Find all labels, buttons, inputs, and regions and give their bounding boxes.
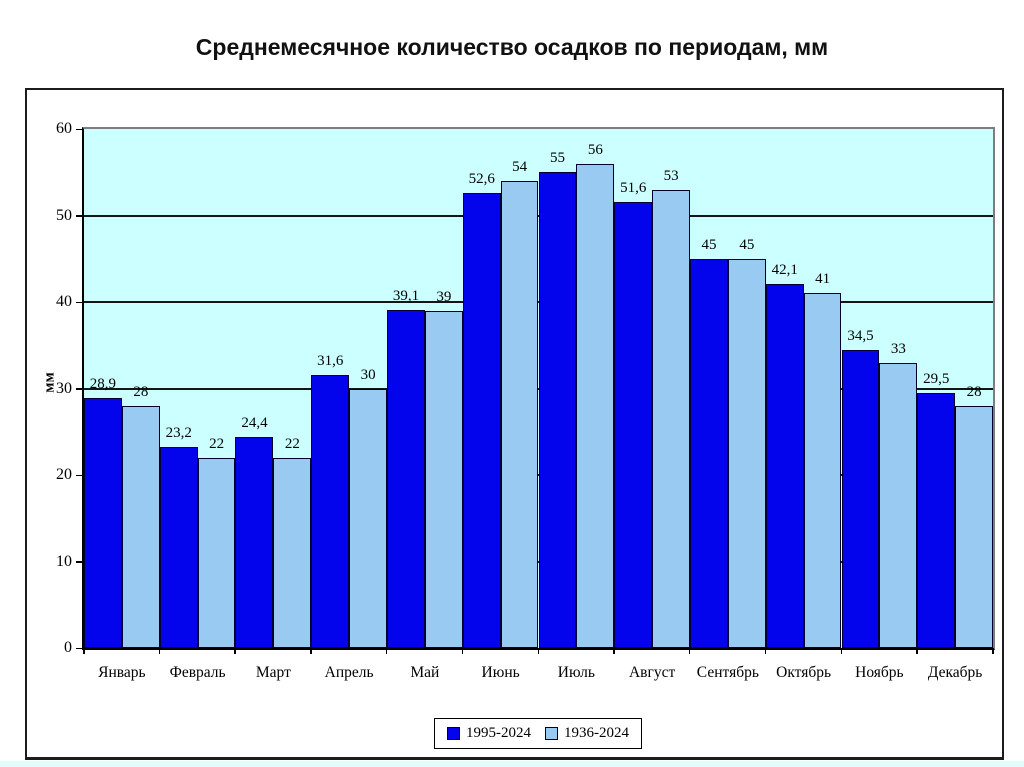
bar-1995-2024-Декабрь [917,392,956,648]
x-axis-tick-8 [688,648,691,654]
bar-label-1936-2024-Июль: 56 [587,141,603,158]
x-axis-tick-9 [764,648,767,654]
x-axis-tick-2 [234,648,236,654]
bar-1995-2024-Сентябрь [689,258,728,648]
y-axis-tick-label-0: 0 [64,639,72,656]
bar-1936-2024-Сентябрь [727,258,766,648]
bar-1936-2024-Февраль [197,457,236,648]
bar-label-1936-2024-Апрель: 30 [360,366,376,383]
bar-1936-2024-Апрель [349,388,387,648]
y-axis-tick-50 [76,215,84,217]
x-axis-label-Март: Март [255,664,291,681]
bar-label-1995-2024-Февраль: 23,2 [165,425,192,442]
x-axis-tick-11 [916,648,918,654]
x-axis-tick-10 [840,648,842,654]
legend-item-1995-2024: 1995-2024 [447,725,531,742]
bar-1936-2024-Август [652,189,690,648]
legend-label-1936-2024: 1936-2024 [564,725,629,741]
y-axis-tick-label-20: 20 [56,466,72,484]
bar-label-1995-2024-Май: 39,1 [392,287,420,304]
bar-label-1936-2024-Январь: 28 [133,383,149,400]
y-axis-tick-label-50: 50 [56,206,72,224]
bar-1995-2024-Январь [84,398,122,648]
bar-label-1995-2024-Декабрь: 29,5 [923,370,950,387]
bar-label-1936-2024-Март: 22 [284,435,300,452]
bar-1995-2024-Июнь [462,193,501,648]
y-axis-tick-label-10: 10 [56,552,72,570]
x-axis-label-Ноябрь: Ноябрь [855,664,904,681]
y-axis-tick-label-60: 60 [56,120,72,137]
x-axis-label-Декабрь: Декабрь [927,664,983,681]
y-axis-tick-label-40: 40 [56,293,72,311]
bar-label-1995-2024-Январь: 28,9 [89,376,117,393]
x-axis-label-Август: Август [628,664,676,681]
x-axis-label-Апрель: Апрель [324,664,374,681]
x-axis-tick-7 [613,648,615,654]
plot-area: 0 10 20 30 40 50 60 28,9 28 23,2 22 24,4 22 31,6 30 39,… [56,120,995,681]
x-axis-tick-12 [992,648,994,654]
bar-1995-2024-Май [386,309,425,648]
bottom-strip [0,761,1024,767]
x-axis-label-Июль: Июль [557,664,595,681]
x-axis-label-Июнь: Июнь [481,664,520,681]
x-axis-label-Май: Май [410,664,440,681]
bar-1936-2024-Март [273,457,312,648]
x-axis-label-Февраль: Февраль [169,664,226,681]
bar-label-1936-2024-Сентябрь: 45 [739,236,755,253]
legend-item-1936-2024: 1936-2024 [545,725,629,742]
bar-label-1995-2024-Сентябрь: 45 [701,236,717,253]
bar-1936-2024-Май [424,310,463,648]
bar-1995-2024-Март [235,436,274,648]
bar-1936-2024-Июль [576,163,615,648]
bar-label-1936-2024-Февраль: 22 [209,435,225,452]
bar-1995-2024-Июль [538,172,577,648]
chart-title: Среднемесячное количество осадков по пер… [195,34,829,60]
bar-1995-2024-Август [614,201,653,648]
bar-label-1995-2024-Апрель: 31,6 [317,352,344,369]
bar-1936-2024-Декабрь [955,405,993,648]
x-axis-tick-0 [83,648,85,654]
bar-1995-2024-Ноябрь [841,349,880,648]
bar-1995-2024-Апрель [311,374,350,648]
x-axis-label-Январь: Январь [98,664,146,681]
bar-1936-2024-Ноябрь [879,362,918,648]
bar-label-1936-2024-Декабрь: 28 [966,383,982,400]
bar-label-1936-2024-Ноябрь: 33 [890,340,906,357]
bar-label-1995-2024-Август: 51,6 [620,179,647,196]
legend-swatch-1936-2024 [545,727,558,740]
x-axis-tick-5 [461,648,464,654]
bar-1936-2024-Январь [121,405,160,648]
legend-label-1995-2024: 1995-2024 [466,725,531,741]
chart-frame: мм 0 10 20 30 40 50 60 28,9 28 23,2 22 24,4 22 31,6 30… [25,88,1004,760]
bar-label-1995-2024-Июль: 55 [549,150,565,167]
bar-label-1995-2024-Март: 24,4 [241,414,268,431]
x-axis-label-Октябрь: Октябрь [776,664,832,681]
x-axis-tick-3 [310,648,312,654]
bar-label-1936-2024-Май: 39 [436,288,452,305]
x-axis-tick-1 [158,648,161,654]
bar-label-1995-2024-Октябрь: 42,1 [771,261,798,278]
legend-swatch-1995-2024 [447,727,460,740]
legend: 1995-2024 1936-2024 [434,718,642,749]
x-axis-tick-4 [385,648,388,654]
bar-1995-2024-Октябрь [765,283,804,648]
y-axis-tick-60 [76,128,84,130]
y-axis-tick-20 [76,474,84,477]
x-axis-tick-6 [537,648,539,654]
bar-label-1995-2024-Ноябрь: 34,5 [847,327,874,344]
bar-label-1936-2024-Октябрь: 41 [815,271,831,288]
bar-label-1936-2024-Август: 53 [663,167,679,184]
bar-label-1936-2024-Июнь: 54 [512,158,528,175]
x-axis-label-Сентябрь: Сентябрь [696,664,759,681]
bar-1936-2024-Июнь [500,180,539,648]
y-axis-tick-30 [76,388,84,390]
bar-1995-2024-Февраль [159,447,198,648]
y-axis-tick-10 [76,561,84,563]
bar-label-1995-2024-Июнь: 52,6 [468,171,495,188]
y-axis-tick-label-30: 30 [56,379,72,397]
y-axis-tick-40 [76,301,84,304]
y-axis-tick-0 [76,647,84,649]
bar-1936-2024-Октябрь [803,293,842,648]
